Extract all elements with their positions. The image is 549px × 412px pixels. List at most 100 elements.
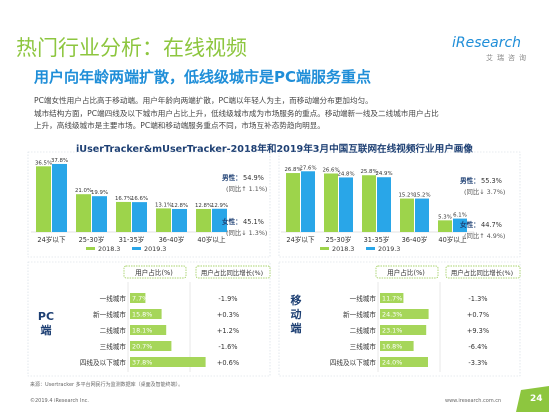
- mobile-age-panel-frame: [278, 151, 521, 258]
- city-change-value: +0.6%: [217, 359, 239, 367]
- age-bar-label: 6.1%: [453, 213, 467, 219]
- age-tick-label: 24岁以下: [37, 235, 66, 244]
- legend-label: 2019.3: [378, 245, 400, 253]
- age-bar: [36, 166, 51, 232]
- intro-line: 上升，高线级城市是主要市场。PC端和移动端服务重点不同，市场互补态势趋向明显。: [34, 121, 325, 130]
- header-share-box: [123, 265, 187, 279]
- age-bar-label: 12.8%: [195, 203, 212, 209]
- age-bar: [324, 173, 338, 232]
- age-bar: [400, 198, 414, 232]
- city-label: 二线城市: [100, 326, 127, 335]
- header-share: 用户占比(%): [387, 268, 425, 277]
- city-change-value: +1.2%: [217, 327, 239, 335]
- male-value: 55.3%: [481, 177, 502, 185]
- city-share-label: 7.7%: [132, 295, 148, 303]
- city-label: 一线城市: [350, 294, 377, 303]
- city-share-label: 24.0%: [382, 359, 402, 367]
- age-bar: [92, 196, 107, 232]
- city-share-label: 16.8%: [382, 343, 402, 351]
- age-bar: [212, 208, 227, 232]
- header-change: 用户占比同比增长(%): [201, 268, 263, 277]
- city-change-value: -1.9%: [218, 295, 237, 303]
- age-bar-label: 21.0%: [75, 188, 92, 194]
- age-bar: [52, 163, 67, 232]
- age-bar: [453, 218, 467, 232]
- age-tick-label: 24岁以下: [286, 235, 315, 244]
- legend-label: 2018.3: [98, 245, 120, 253]
- age-bar: [156, 208, 171, 232]
- age-bar: [362, 175, 376, 232]
- age-bar-label: 16.7%: [115, 196, 132, 202]
- city-label: 新一线城市: [93, 310, 126, 319]
- legend-swatch: [86, 247, 95, 250]
- panel-label-pc: PC: [38, 310, 54, 323]
- city-change-value: -6.4%: [468, 343, 487, 351]
- city-share-label: 15.8%: [132, 311, 152, 319]
- age-bar: [438, 220, 452, 232]
- city-label: 一线城市: [100, 294, 127, 303]
- age-bar-label: 19.9%: [91, 190, 108, 196]
- logo-text: iResearch: [452, 35, 522, 51]
- age-bar-label: 12.9%: [211, 203, 228, 209]
- male-value: 54.9%: [243, 174, 264, 182]
- panel-label-pc: 端: [41, 323, 52, 337]
- city-share-bar: [380, 341, 414, 351]
- panel-label-mobile: 端: [291, 321, 302, 335]
- male-label: 男性：: [460, 176, 480, 185]
- iresearch-logo: iResearch 艾瑞咨询: [452, 35, 542, 67]
- city-label: 三线城市: [350, 342, 377, 351]
- logo-subtext: 艾瑞咨询: [486, 54, 530, 62]
- age-bar-label: 27.6%: [299, 165, 316, 171]
- chart-title: iUserTracker&mUserTracker-2018年和2019年3月中…: [76, 144, 473, 155]
- city-share-label: 24.3%: [382, 311, 402, 319]
- age-bar-label: 5.3%: [438, 214, 452, 220]
- intro-line: PC端女性用户占比高于移动端。用户年龄向两端扩散，PC端以年轻人为主，而移动端分…: [34, 96, 373, 105]
- age-bar: [377, 177, 391, 232]
- city-share-bar: [130, 293, 146, 303]
- city-share-bar: [380, 309, 429, 319]
- copyright: ©2019.4 iResearch Inc.: [30, 398, 89, 404]
- age-bar-label: 15.2%: [413, 193, 430, 199]
- city-share-bar: [130, 325, 167, 335]
- city-share-label: 11.7%: [382, 295, 402, 303]
- age-bar-label: 24.8%: [337, 171, 354, 177]
- city-change-value: -3.3%: [468, 359, 487, 367]
- female-label: 女性：: [460, 220, 480, 229]
- legend-label: 2018.3: [332, 245, 354, 253]
- age-bar: [76, 194, 91, 232]
- age-bar: [132, 202, 147, 232]
- female-change: (同比↑ 4.9%): [464, 231, 505, 240]
- legend-swatch: [132, 247, 141, 250]
- city-share-label: 18.1%: [132, 327, 152, 335]
- header-share-box: [375, 265, 439, 279]
- city-label: 二线城市: [350, 326, 377, 335]
- legend-swatch: [320, 247, 329, 250]
- male-change: (同比↓ 3.7%): [464, 187, 505, 196]
- age-bar: [415, 198, 429, 232]
- age-tick-label: 31-35岁: [119, 235, 145, 244]
- city-label: 三线城市: [100, 342, 127, 351]
- pc-age-panel-frame: [27, 151, 271, 258]
- age-bar-label: 15.2%: [398, 193, 415, 199]
- city-change-value: +9.3%: [467, 327, 489, 335]
- header-share: 用户占比(%): [135, 268, 173, 277]
- page-title: 热门行业分析：在线视频: [16, 36, 247, 60]
- legend-swatch: [366, 247, 375, 250]
- city-change-value: +0.3%: [217, 311, 239, 319]
- age-tick-label: 36-40岁: [159, 235, 185, 244]
- city-label: 四线及以下城市: [80, 358, 127, 367]
- age-bar-label: 16.6%: [131, 196, 148, 202]
- city-share-bar: [130, 357, 206, 367]
- male-label: 男性：: [222, 173, 242, 182]
- legend-label: 2019.3: [144, 245, 166, 253]
- website: www.iresearch.com.cn: [445, 398, 502, 404]
- age-bar-label: 12.8%: [171, 203, 188, 209]
- female-value: 44.7%: [481, 221, 502, 229]
- page-badge: [516, 386, 549, 412]
- age-bar: [172, 208, 187, 232]
- age-bar: [196, 208, 211, 232]
- source-note: 来源：Usertracker 多平台网民行为监测数据库（桌面及智能终端）。: [30, 382, 184, 388]
- age-bar-label: 25.8%: [360, 169, 377, 175]
- header-change-box: [445, 265, 521, 279]
